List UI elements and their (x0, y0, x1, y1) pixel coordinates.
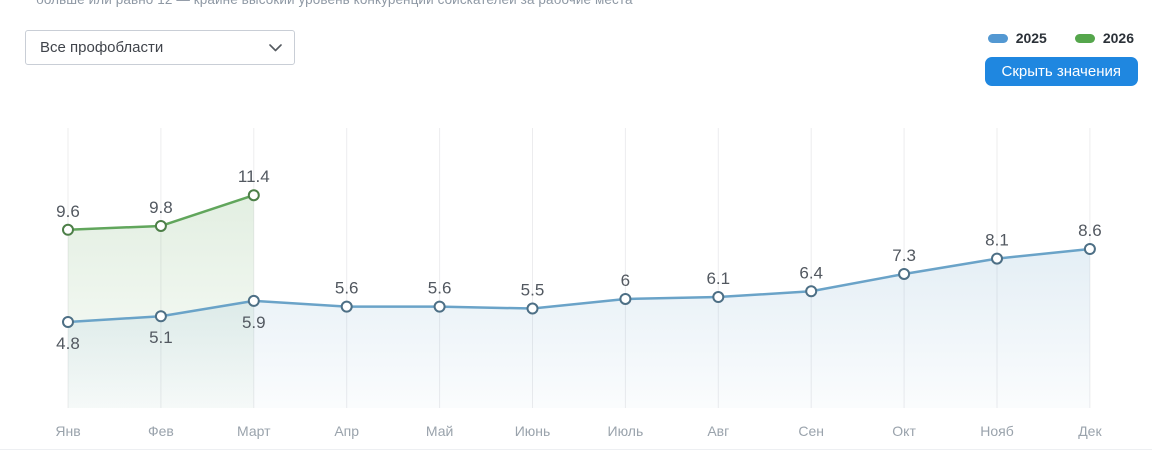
profarea-select[interactable]: Все профобласти (25, 30, 295, 65)
value-label-2025-Янв: 4.8 (56, 334, 80, 353)
data-point-2025-Сен[interactable] (805, 285, 818, 298)
value-label-2025-Дек: 8.6 (1078, 221, 1102, 240)
value-label-2025-Май: 5.6 (428, 279, 452, 298)
data-point-2026-Март[interactable] (247, 189, 260, 202)
chevron-down-icon (269, 43, 282, 51)
month-label-Нояб: Нояб (980, 423, 1014, 439)
data-point-2025-Июнь[interactable] (526, 302, 539, 315)
value-label-2025-Окт: 7.3 (892, 246, 916, 265)
value-label-2026-Март: 11.4 (238, 167, 270, 186)
data-point-2025-Фев[interactable] (154, 310, 167, 323)
legend-label-2025: 2025 (1015, 30, 1047, 46)
legend-label-2026: 2026 (1102, 30, 1134, 46)
data-point-2025-Дек[interactable] (1083, 243, 1096, 256)
month-label-Июнь: Июнь (515, 423, 551, 439)
month-label-Дек: Дек (1078, 423, 1102, 439)
value-label-2025-Нояб: 8.1 (985, 231, 1009, 250)
legend-item-2025[interactable]: 2025 (987, 30, 1047, 46)
value-label-2025-Сен: 6.4 (799, 263, 823, 282)
value-label-2025-Июнь: 5.5 (521, 281, 545, 300)
data-point-2025-Янв[interactable] (62, 316, 74, 328)
data-point-2026-Янв[interactable] (62, 223, 74, 236)
month-label-Июль: Июль (608, 423, 644, 439)
month-label-Фев: Фев (148, 423, 174, 439)
profarea-select-value: Все профобласти (40, 39, 164, 56)
value-label-2025-Март: 5.9 (242, 313, 266, 332)
data-point-2025-Март[interactable] (247, 294, 260, 307)
month-label-Янв: Янв (55, 423, 80, 439)
value-label-2025-Авг: 6.1 (706, 269, 730, 288)
data-point-2025-Июль[interactable] (619, 292, 632, 305)
data-point-2025-Май[interactable] (433, 300, 446, 313)
data-point-2025-Авг[interactable] (712, 291, 725, 304)
month-label-Май: Май (426, 423, 453, 439)
data-point-2025-Нояб[interactable] (991, 252, 1003, 265)
data-point-2026-Фев[interactable] (154, 219, 167, 232)
month-label-Окт: Окт (892, 423, 916, 439)
legend-swatch-2026 (1074, 33, 1095, 43)
month-label-Апр: Апр (334, 423, 359, 439)
legend-swatch-2025 (987, 33, 1008, 43)
data-point-2025-Апр[interactable] (340, 300, 353, 313)
value-label-2025-Фев: 5.1 (149, 328, 173, 347)
value-label-2025-Апр: 5.6 (335, 279, 359, 298)
chart-legend: 2025 2026 (987, 30, 1134, 46)
hide-values-button[interactable]: Скрыть значения (984, 57, 1138, 86)
value-label-2026-Фев: 9.8 (149, 198, 173, 217)
legend-item-2026[interactable]: 2026 (1074, 30, 1134, 46)
bottom-divider (0, 449, 1152, 450)
series-line-2025 (66, 247, 1092, 324)
value-label-2025-Июль: 6 (621, 271, 630, 290)
month-label-Авг: Авг (707, 423, 729, 439)
month-label-Сен: Сен (798, 423, 824, 439)
competition-scale-note: больше или равно 12 — крайне высокий уро… (36, 0, 633, 7)
month-label-Март: Март (237, 423, 271, 439)
area-fill-2025 (68, 249, 1090, 408)
data-point-2025-Окт[interactable] (898, 267, 911, 280)
value-label-2026-Янв: 9.6 (56, 202, 80, 221)
